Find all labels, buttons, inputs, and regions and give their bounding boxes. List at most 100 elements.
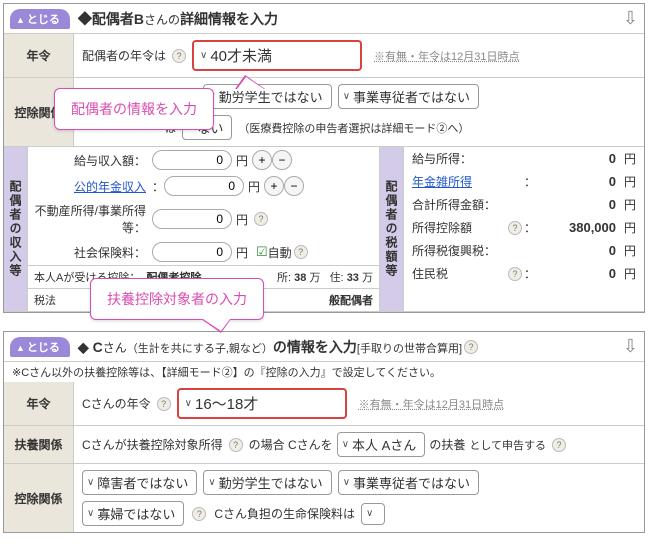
dropdown-value: 事業専従者ではない xyxy=(353,473,470,492)
student-dropdown[interactable]: ∨勤労学生ではない xyxy=(203,84,331,109)
tax-vlabel: 配偶者の税額等 xyxy=(380,147,404,311)
section-header: とじる ◆ Cさん（生計を共にする子,親など）の情報を入力[手取りの世帯合算用]… xyxy=(4,332,644,362)
title-mid: （生計を共にする子,親など） xyxy=(127,343,273,355)
spouse-age-label: 配偶者の年令は xyxy=(82,47,166,64)
dependent-age-dropdown[interactable]: ∨ 16〜18才 xyxy=(177,388,347,419)
chevron-down-icon: ∨ xyxy=(185,398,192,409)
relation-row-label: 扶養関係 xyxy=(4,426,74,463)
unit: 円 xyxy=(616,219,636,236)
title-post: の情報を入力 xyxy=(273,339,357,355)
title-pre: ◆ C xyxy=(78,339,103,355)
age-row: 年令 配偶者の年令は ? ∨ 40才未満 ※有無・年令は12月31日時点 xyxy=(4,34,644,78)
section-subnote: ※Cさん以外の扶養控除等は、【詳細モード②】の『控除の入力』で設定してください。 xyxy=(4,362,644,382)
tax-block: 給与所得：0円 年金雑所得：0円 合計所得金額：0円 所得控除額?：380,00… xyxy=(404,147,644,311)
unit: 円 xyxy=(236,152,248,169)
pension-row: 公的年金収入： 円 + − xyxy=(28,173,379,199)
relation-dropdown[interactable]: ∨本人 Aさん xyxy=(337,432,426,457)
deduction-row-content: ∨障害者ではない ∨勤労学生ではない ∨事業専従者ではない ∨寡婦ではない ? … xyxy=(74,464,644,532)
widow-dropdown[interactable]: ∨寡婦ではない xyxy=(82,501,184,526)
help-icon[interactable]: ? xyxy=(464,340,478,354)
white-collar-note: （医療費控除の申告者選択は詳細モード②へ） xyxy=(238,120,469,136)
disability-dropdown[interactable]: ∨障害者ではない xyxy=(82,470,197,495)
student-dropdown[interactable]: ∨ 勤労学生ではない xyxy=(203,470,331,495)
plus-button[interactable]: + xyxy=(264,176,284,196)
relation-text: Cさんが扶養控除対象所得 xyxy=(82,436,223,453)
dropdown-value: 勤労学生ではない xyxy=(219,473,323,492)
section-header: とじる ◆配偶者Bさんの詳細情報を入力 ⇩ xyxy=(4,4,644,34)
tax-resident-label: 住民税 xyxy=(412,265,506,282)
chevron-down-icon: ∨ xyxy=(343,477,350,488)
title-tail: [手取りの世帯合算用] xyxy=(357,343,462,355)
pension-input[interactable] xyxy=(164,176,244,196)
spouse-section: とじる ◆配偶者Bさんの詳細情報を入力 ⇩ 年令 配偶者の年令は ? ∨ 40才… xyxy=(3,3,645,313)
minus-button[interactable]: − xyxy=(272,150,292,170)
sho-value: 38 xyxy=(294,272,306,284)
life-ins-label: Cさん負担の生命保険料は xyxy=(214,505,355,522)
help-icon[interactable]: ? xyxy=(172,49,186,63)
callout-text: 配偶者の情報を入力 xyxy=(71,101,197,117)
chevron-down-icon: ∨ xyxy=(87,508,94,519)
ju-value: 33 xyxy=(347,272,359,284)
down-arrow-icon[interactable]: ⇩ xyxy=(623,336,638,357)
toggle-button[interactable]: とじる xyxy=(10,9,70,29)
callout-spouse-info: 配偶者の情報を入力 xyxy=(54,88,214,130)
salary-input[interactable] xyxy=(152,150,232,170)
ju-label: 住: xyxy=(330,272,344,284)
relation-text: の扶養 xyxy=(429,436,465,453)
tax-total-label: 合計所得金額： xyxy=(412,196,536,213)
taxlaw-label: 税法 xyxy=(34,292,56,308)
tax-recon-label: 所得税復興税： xyxy=(412,242,536,259)
tax-recon-value: 0 xyxy=(536,243,616,258)
help-icon[interactable]: ? xyxy=(508,267,522,281)
unit: 円 xyxy=(248,178,260,195)
title-small: さんの xyxy=(144,13,180,27)
down-arrow-icon[interactable]: ⇩ xyxy=(623,8,638,29)
age-row: 年令 Cさんの年令 ? ∨ 16〜18才 ※有無・年令は12月31日時点 xyxy=(4,382,644,426)
chevron-down-icon: ∨ xyxy=(208,477,215,488)
help-icon[interactable]: ? xyxy=(254,212,268,226)
realestate-input[interactable] xyxy=(152,209,232,229)
age-note: ※有無・年令は12月31日時点 xyxy=(359,396,504,412)
minus-button[interactable]: − xyxy=(284,176,304,196)
toggle-button[interactable]: とじる xyxy=(10,337,70,357)
age-row-content: 配偶者の年令は ? ∨ 40才未満 ※有無・年令は12月31日時点 xyxy=(74,34,644,77)
unit: 円 xyxy=(616,265,636,282)
check-icon: ☑ xyxy=(256,244,268,260)
plus-button[interactable]: + xyxy=(252,150,272,170)
unit: 円 xyxy=(616,242,636,259)
help-icon[interactable]: ? xyxy=(508,221,522,235)
tax-total-value: 0 xyxy=(536,197,616,212)
help-icon[interactable]: ? xyxy=(552,438,566,452)
age-row-content: Cさんの年令 ? ∨ 16〜18才 ※有無・年令は12月31日時点 xyxy=(74,382,644,425)
realestate-label: 不動産所得/事業所得等： xyxy=(34,202,152,236)
help-icon[interactable]: ? xyxy=(294,245,308,259)
chevron-down-icon: ∨ xyxy=(366,508,373,519)
spouse-age-dropdown[interactable]: ∨ 40才未満 xyxy=(192,40,362,71)
pension-label[interactable]: 公的年金収入 xyxy=(34,178,152,195)
title-small: さん xyxy=(103,341,127,355)
callout-tail-icon xyxy=(235,75,265,89)
help-icon[interactable]: ? xyxy=(157,397,171,411)
unit: 円 xyxy=(616,196,636,213)
insurance-input[interactable] xyxy=(152,242,232,262)
dropdown-value: 本人 Aさん xyxy=(352,435,416,454)
dependent-age-label: Cさんの年令 xyxy=(82,395,151,412)
callout-tail-icon xyxy=(201,319,231,333)
age-note: ※有無・年令は12月31日時点 xyxy=(374,48,519,64)
title-post: 詳細情報を入力 xyxy=(180,11,278,27)
section-title: ◆配偶者Bさんの詳細情報を入力 xyxy=(78,9,278,29)
dropdown-value: 勤労学生ではない xyxy=(219,87,323,106)
business-dropdown[interactable]: ∨事業専従者ではない xyxy=(338,84,479,109)
help-icon[interactable]: ? xyxy=(229,438,243,452)
age-row-label: 年令 xyxy=(4,382,74,425)
tax-pension-label[interactable]: 年金雑所得 xyxy=(412,173,524,190)
business-dropdown[interactable]: ∨事業専従者ではない xyxy=(338,470,479,495)
help-icon[interactable]: ? xyxy=(192,507,206,521)
realestate-row: 不動産所得/事業所得等： 円 ? xyxy=(28,199,379,239)
chevron-down-icon: ∨ xyxy=(200,50,207,61)
dropdown-value: 16〜18才 xyxy=(195,393,258,414)
life-ins-dropdown[interactable]: ∨ xyxy=(361,503,385,525)
dependent-section: とじる ◆ Cさん（生計を共にする子,親など）の情報を入力[手取りの世帯合算用]… xyxy=(3,331,645,533)
tax-pension-value: 0 xyxy=(536,174,616,189)
insurance-row: 社会保険料： 円 ☑ 自動 ? xyxy=(28,239,379,265)
